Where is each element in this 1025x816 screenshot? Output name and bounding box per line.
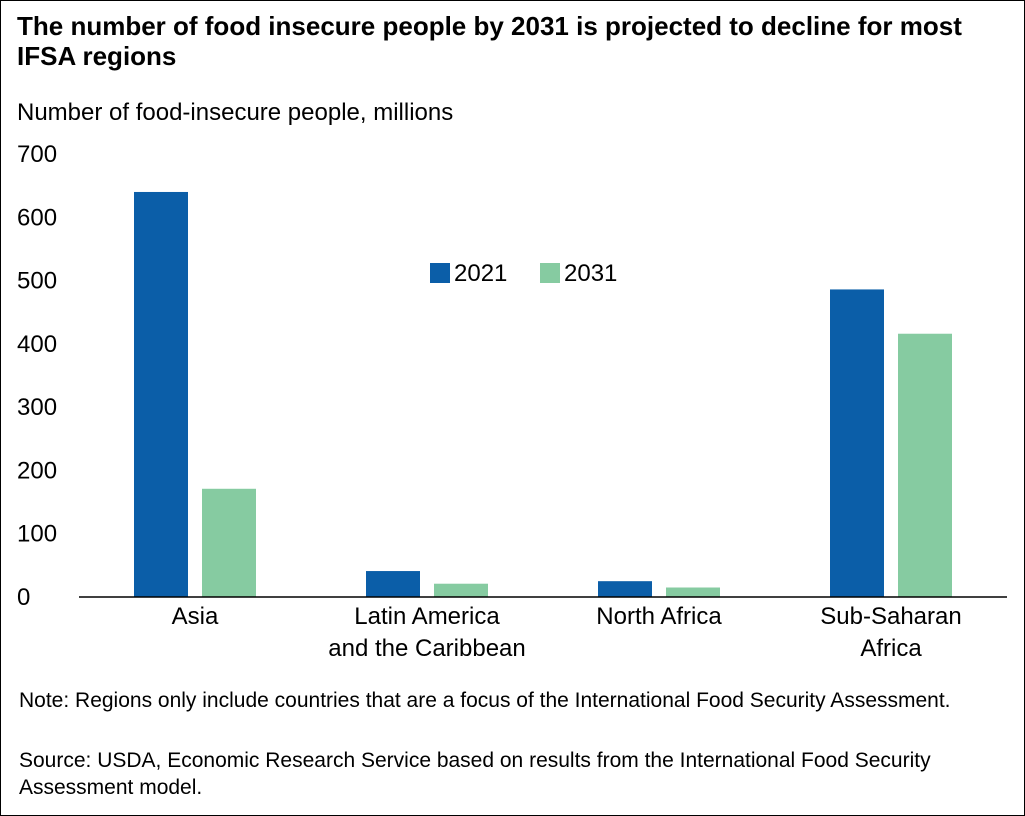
y-tick-label: 0 bbox=[17, 584, 30, 611]
legend-swatch-2031 bbox=[540, 263, 560, 283]
legend: 2021 2031 bbox=[430, 260, 617, 287]
chart-source: Source: USDA, Economic Research Service … bbox=[19, 749, 931, 799]
y-tick-label: 500 bbox=[17, 268, 57, 295]
bar-chart: 0 100 200 300 400 500 600 700 Asia Latin America… bbox=[17, 141, 1007, 662]
bar-2031 bbox=[898, 333, 952, 597]
bar-2021 bbox=[134, 191, 188, 597]
y-tick-label: 300 bbox=[17, 394, 57, 421]
x-axis-tick-labels: Asia Latin America and the Caribbean North … bbox=[172, 603, 962, 662]
legend-label-2021: 2021 bbox=[454, 260, 507, 287]
y-tick-label: 600 bbox=[17, 204, 57, 231]
legend-label-2031: 2031 bbox=[564, 260, 617, 287]
y-axis-label: Number of food-insecure people, millions bbox=[17, 99, 454, 126]
y-axis-ticks: 0 100 200 300 400 500 600 700 bbox=[17, 141, 57, 611]
bar-2031 bbox=[666, 587, 720, 597]
y-tick-label: 100 bbox=[17, 521, 57, 548]
y-tick-label: 200 bbox=[17, 457, 57, 484]
bar-2021 bbox=[598, 581, 652, 597]
bar-2021 bbox=[366, 571, 420, 597]
y-tick-label: 700 bbox=[17, 141, 57, 168]
x-tick-label: North Africa bbox=[596, 603, 722, 630]
chart-title: The number of food insecure people by 20… bbox=[17, 11, 962, 71]
bar-2031 bbox=[434, 583, 488, 597]
bars bbox=[134, 191, 952, 597]
bar-2031 bbox=[202, 488, 256, 597]
legend-swatch-2021 bbox=[430, 263, 450, 283]
x-tick-label: Latin America and the Caribbean bbox=[328, 603, 525, 662]
x-tick-label: Asia bbox=[172, 603, 219, 630]
x-tick-label: Sub-Saharan Africa bbox=[820, 603, 961, 662]
chart-note: Note: Regions only include countries tha… bbox=[19, 689, 951, 712]
y-tick-label: 400 bbox=[17, 331, 57, 358]
bar-2021 bbox=[830, 289, 884, 597]
